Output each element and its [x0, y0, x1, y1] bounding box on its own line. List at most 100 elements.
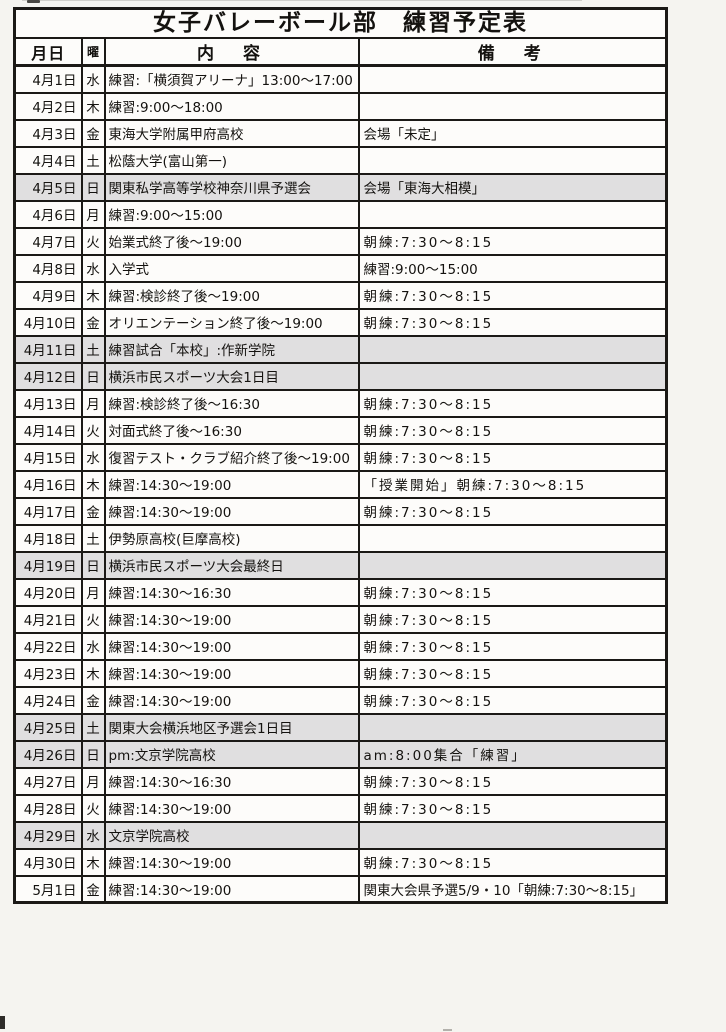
- table-row: 4月29日水文京学院高校: [13, 820, 668, 850]
- note-cell: 朝練:7:30〜8:15: [357, 577, 668, 607]
- date-cell: 4月18日: [13, 523, 83, 553]
- column-header-date: 月日: [13, 37, 83, 67]
- date-cell: 4月30日: [13, 847, 83, 877]
- content-cell: 入学式: [103, 253, 360, 283]
- day-cell: 水: [80, 820, 106, 850]
- note-cell: 朝練:7:30〜8:15: [357, 226, 668, 256]
- content-cell: 練習:9:00〜15:00: [103, 199, 360, 229]
- day-cell: 木: [80, 91, 106, 121]
- note-cell: 会場「東海大相模」: [357, 172, 668, 202]
- day-cell: 土: [80, 145, 106, 175]
- content-cell: 練習:14:30〜19:00: [103, 793, 360, 823]
- date-cell: 4月16日: [13, 469, 83, 499]
- note-cell: 朝練:7:30〜8:15: [357, 442, 668, 472]
- day-cell: 月: [80, 766, 106, 796]
- page-title: 女子バレーボール部 練習予定表: [13, 7, 668, 39]
- column-header-note: 備 考: [357, 37, 668, 67]
- note-cell: 朝練:7:30〜8:15: [357, 307, 668, 337]
- date-cell: 4月10日: [13, 307, 83, 337]
- day-cell: 火: [80, 604, 106, 634]
- table-row: 4月19日日横浜市民スポーツ大会最終日: [13, 550, 668, 580]
- scan-artifact: [0, 1016, 5, 1029]
- note-cell: [357, 199, 668, 229]
- note-cell: [357, 361, 668, 391]
- table-row: 4月24日金練習:14:30〜19:00 朝練:7:30〜8:15: [13, 685, 668, 715]
- day-cell: 月: [80, 199, 106, 229]
- note-cell: [357, 91, 668, 121]
- table-row: 4月8日水入学式 練習:9:00〜15:00: [13, 253, 668, 283]
- note-cell: [357, 64, 668, 94]
- table-row: 4月2日木練習:9:00〜18:00: [13, 91, 668, 121]
- date-cell: 4月14日: [13, 415, 83, 445]
- content-cell: 東海大学附属甲府高校: [103, 118, 360, 148]
- content-cell: pm:文京学院高校: [103, 739, 360, 769]
- content-cell: 練習:14:30〜16:30: [103, 766, 360, 796]
- table-row: 4月27日月練習:14:30〜16:30 朝練:7:30〜8:15: [13, 766, 668, 796]
- table-row: 4月11日土練習試合「本校」:作新学院: [13, 334, 668, 364]
- table-row: 4月28日火練習:14:30〜19:00 朝練:7:30〜8:15: [13, 793, 668, 823]
- day-cell: 火: [80, 226, 106, 256]
- content-cell: 練習:14:30〜19:00: [103, 496, 360, 526]
- date-cell: 4月17日: [13, 496, 83, 526]
- day-cell: 火: [80, 793, 106, 823]
- date-cell: 4月8日: [13, 253, 83, 283]
- content-cell: 文京学院高校: [103, 820, 360, 850]
- date-cell: 4月11日: [13, 334, 83, 364]
- column-header-content: 内 容: [103, 37, 360, 67]
- content-cell: 練習:14:30〜19:00: [103, 685, 360, 715]
- day-cell: 日: [80, 739, 106, 769]
- scan-artifact: [22, 0, 582, 1]
- day-cell: 木: [80, 847, 106, 877]
- scan-artifact: [443, 1029, 452, 1031]
- table-row: 4月7日火始業式終了後〜19:00 朝練:7:30〜8:15: [13, 226, 668, 256]
- day-cell: 木: [80, 280, 106, 310]
- note-cell: 朝練:7:30〜8:15: [357, 847, 668, 877]
- note-cell: 会場「未定」: [357, 118, 668, 148]
- table-row: 4月6日月練習:9:00〜15:00: [13, 199, 668, 229]
- day-cell: 日: [80, 550, 106, 580]
- date-cell: 4月22日: [13, 631, 83, 661]
- content-cell: オリエンテーション終了後〜19:00: [103, 307, 360, 337]
- schedule-table: 女子バレーボール部 練習予定表 月日 曜 内 容 備 考 4月1日水練習:「横須…: [13, 7, 668, 904]
- column-header-day: 曜: [80, 37, 106, 67]
- day-cell: 金: [80, 874, 106, 904]
- note-cell: 朝練:7:30〜8:15: [357, 280, 668, 310]
- content-cell: 関東大会横浜地区予選会1日目: [103, 712, 360, 742]
- date-cell: 4月15日: [13, 442, 83, 472]
- table-row: 4月16日木練習:14:30〜19:00 「授業開始」朝練:7:30〜8:15: [13, 469, 668, 499]
- note-cell: [357, 145, 668, 175]
- content-cell: 練習:「横須賀アリーナ」13:00〜17:00: [103, 64, 360, 94]
- date-cell: 4月2日: [13, 91, 83, 121]
- day-cell: 金: [80, 307, 106, 337]
- date-cell: 4月27日: [13, 766, 83, 796]
- content-cell: 横浜市民スポーツ大会1日目: [103, 361, 360, 391]
- day-cell: 木: [80, 658, 106, 688]
- day-cell: 水: [80, 442, 106, 472]
- day-cell: 水: [80, 253, 106, 283]
- table-row: 4月22日水練習:14:30〜19:00 朝練:7:30〜8:15: [13, 631, 668, 661]
- note-cell: [357, 550, 668, 580]
- day-cell: 日: [80, 172, 106, 202]
- note-cell: 「授業開始」朝練:7:30〜8:15: [357, 469, 668, 499]
- note-cell: [357, 523, 668, 553]
- content-cell: 始業式終了後〜19:00: [103, 226, 360, 256]
- date-cell: 4月21日: [13, 604, 83, 634]
- note-cell: 朝練:7:30〜8:15: [357, 415, 668, 445]
- content-cell: 練習:14:30〜19:00: [103, 658, 360, 688]
- date-cell: 4月7日: [13, 226, 83, 256]
- note-cell: 朝練:7:30〜8:15: [357, 658, 668, 688]
- content-cell: 伊勢原高校(巨摩高校): [103, 523, 360, 553]
- content-cell: 対面式終了後〜16:30: [103, 415, 360, 445]
- day-cell: 月: [80, 388, 106, 418]
- table-row: 4月5日日関東私学高等学校神奈川県予選会 会場「東海大相模」: [13, 172, 668, 202]
- table-row: 4月21日火練習:14:30〜19:00 朝練:7:30〜8:15: [13, 604, 668, 634]
- day-cell: 月: [80, 577, 106, 607]
- content-cell: 練習:14:30〜19:00: [103, 847, 360, 877]
- date-cell: 4月24日: [13, 685, 83, 715]
- scan-artifact: [27, 0, 40, 3]
- content-cell: 練習:検診終了後〜19:00: [103, 280, 360, 310]
- date-cell: 4月5日: [13, 172, 83, 202]
- note-cell: 朝練:7:30〜8:15: [357, 388, 668, 418]
- content-cell: 復習テスト・クラブ紹介終了後〜19:00: [103, 442, 360, 472]
